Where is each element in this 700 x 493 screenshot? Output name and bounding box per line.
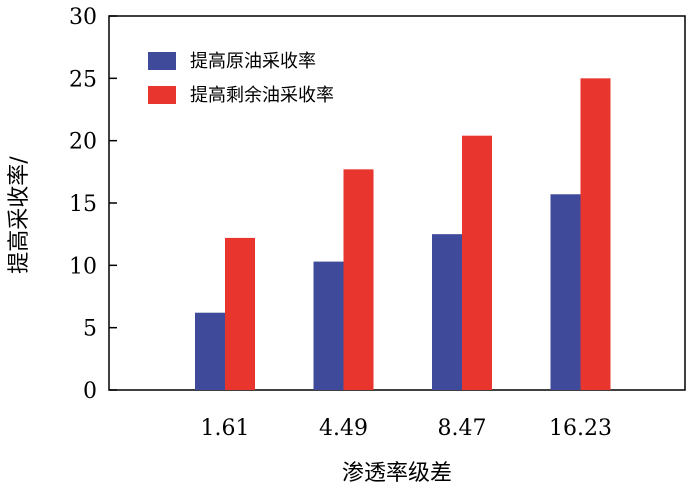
legend-swatch-remaining-oil [148, 86, 176, 104]
legend-label-remaining-oil: 提高剩余油采收率 [190, 85, 334, 106]
bars [195, 78, 611, 390]
bar-remaining-oil-4 [580, 78, 611, 390]
x-tick-label: 8.47 [438, 416, 487, 441]
bar-original-oil-1 [195, 312, 225, 390]
legend: 提高原油采收率 提高剩余油采收率 [148, 51, 334, 106]
bar-original-oil-3 [432, 234, 462, 390]
y-tick-label: 15 [69, 192, 97, 217]
y-tick-label: 10 [69, 254, 97, 279]
y-axis-title: 提高采收率/ [7, 156, 32, 274]
x-axis-title: 渗透率级差 [342, 461, 452, 486]
y-axis: 0 5 10 15 20 25 30 [69, 5, 117, 404]
bar-remaining-oil-2 [343, 169, 374, 390]
legend-label-original-oil: 提高原油采收率 [190, 51, 316, 72]
x-tick-label: 4.49 [319, 416, 368, 441]
x-tick-label: 16.23 [549, 416, 612, 441]
bar-original-oil-4 [550, 194, 581, 390]
y-tick-label: 0 [83, 379, 97, 404]
bar-original-oil-2 [313, 261, 344, 390]
y-tick-label: 25 [69, 67, 97, 92]
y-tick-label: 20 [69, 130, 97, 155]
bar-remaining-oil-3 [462, 135, 492, 390]
x-axis: 1.61 4.49 8.47 16.23 [201, 416, 612, 441]
y-tick-label: 30 [69, 5, 97, 30]
bar-remaining-oil-1 [225, 237, 255, 390]
x-tick-label: 1.61 [201, 416, 250, 441]
y-tick-label: 5 [83, 317, 97, 342]
legend-swatch-original-oil [148, 52, 176, 70]
